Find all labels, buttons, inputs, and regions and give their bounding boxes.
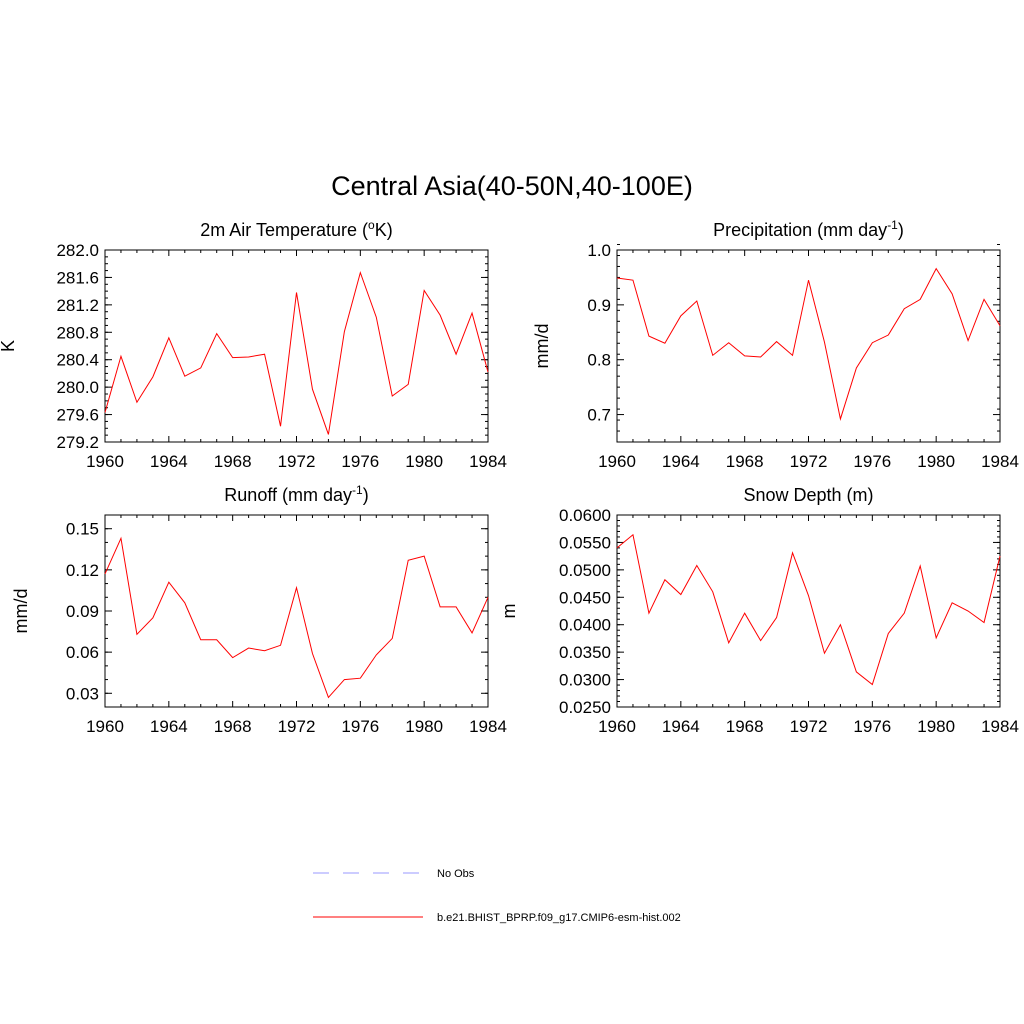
y-tick-label: 1.0 [587,241,611,260]
y-axis-label: mm/d [11,589,31,634]
plot-frame [616,514,1001,708]
x-tick-label: 1960 [86,452,124,471]
y-tick-label: 279.2 [56,433,99,452]
panel-title: Runoff (mm day-1) [224,483,368,505]
panels: 1960 1964 1968 1972 1976 1980 1984 279.2 279.6 28… [0,218,1019,736]
plot-frame [104,249,489,443]
panel-temperature: 1960 1964 1968 1972 1976 1980 1984 279.2 279.6 28… [0,218,507,471]
series-line [616,267,1001,421]
x-tick-label: 1964 [150,452,188,471]
x-tick-label: 1976 [341,717,379,736]
x-tick-label: 1964 [150,717,188,736]
x-tick-label: 1972 [790,717,828,736]
panel-title: 2m Air Temperature (oK) [200,218,392,240]
legend: No Obs b.e21.BHIST_BPRP.f09_g17.CMIP6-es… [313,868,681,924]
y-tick-label: 0.8 [587,351,611,370]
legend-model-label: b.e21.BHIST_BPRP.f09_g17.CMIP6-esm-hist.… [437,912,681,924]
x-tick-label: 1984 [469,452,507,471]
panel-title: Precipitation (mm day-1) [713,218,904,240]
x-tick-label: 1968 [214,452,252,471]
x-tick-label: 1984 [981,452,1019,471]
panel-title-end: ) [898,220,904,240]
x-tick-label: 1980 [917,452,955,471]
y-axis-label: m [499,604,519,619]
x-tick-label: 1980 [405,717,443,736]
panel-title-superscript: -1 [352,483,363,497]
panel-title-main: 2m Air Temperature ( [200,220,368,240]
y-tick-label: 0.9 [587,296,611,315]
y-tick-label: 0.12 [66,561,99,580]
x-tick-label: 1980 [405,452,443,471]
panel-precipitation: 1960 1964 1968 1972 1976 1980 1984 0.7 0.8 0.9 1.0… [532,218,1019,471]
y-tick-label: 281.2 [56,296,99,315]
y-axis-label: K [0,340,18,352]
y-tick-label: 0.03 [66,684,99,703]
panel-title-end: ) [363,485,369,505]
y-tick-label: 0.15 [66,520,99,539]
y-tick-label: 0.0450 [559,588,611,607]
panel-title-main: Precipitation (mm day [713,220,887,240]
series-line [104,270,489,435]
panel-snow-depth: 1960 1964 1968 1972 1976 1980 1984 0.0250 0.0300… [499,485,1019,736]
panel-runoff: 1960 1964 1968 1972 1976 1980 1984 0.03 0.06 0.09… [11,483,507,736]
x-tick-label: 1972 [790,452,828,471]
y-tick-label: 0.0500 [559,561,611,580]
y-tick-label: 280.0 [56,378,99,397]
x-tick-label: 1976 [853,717,891,736]
x-tick-label: 1964 [662,717,700,736]
panel-title-end: K) [375,220,393,240]
x-tick-label: 1984 [981,717,1019,736]
x-tick-label: 1960 [598,717,636,736]
x-tick-label: 1972 [278,717,316,736]
y-tick-label: 0.0350 [559,643,611,662]
panel-title-superscript: o [368,218,375,232]
panel-title: Snow Depth (m) [743,485,873,505]
panel-title-superscript: -1 [887,218,898,232]
series-line [616,533,1001,686]
panel-title-main: Snow Depth (m) [743,485,873,505]
legend-no-obs-label: No Obs [437,868,475,880]
series-line [104,536,489,699]
x-tick-label: 1972 [278,452,316,471]
y-tick-label: 0.06 [66,643,99,662]
x-tick-label: 1976 [853,452,891,471]
x-tick-label: 1984 [469,717,507,736]
y-tick-label: 0.7 [587,406,611,425]
y-axis-label: mm/d [532,324,552,369]
panel-title-main: Runoff (mm day [224,485,352,505]
plot-frame [104,514,489,708]
x-tick-label: 1968 [726,452,764,471]
y-tick-label: 0.0550 [559,533,611,552]
main-title: Central Asia(40-50N,40-100E) [331,171,693,201]
x-tick-label: 1960 [86,717,124,736]
x-tick-label: 1976 [341,452,379,471]
y-tick-label: 0.0250 [559,698,611,717]
y-tick-label: 279.6 [56,406,99,425]
x-tick-label: 1980 [917,717,955,736]
y-tick-label: 280.4 [56,351,99,370]
y-tick-label: 0.09 [66,602,99,621]
y-tick-label: 0.0300 [559,671,611,690]
x-tick-label: 1968 [726,717,764,736]
y-tick-label: 282.0 [56,241,99,260]
x-tick-label: 1964 [662,452,700,471]
y-tick-label: 0.0400 [559,616,611,635]
y-tick-label: 0.0600 [559,506,611,525]
x-tick-label: 1968 [214,717,252,736]
x-tick-label: 1960 [598,452,636,471]
y-tick-label: 280.8 [56,323,99,342]
y-tick-label: 281.6 [56,268,99,287]
